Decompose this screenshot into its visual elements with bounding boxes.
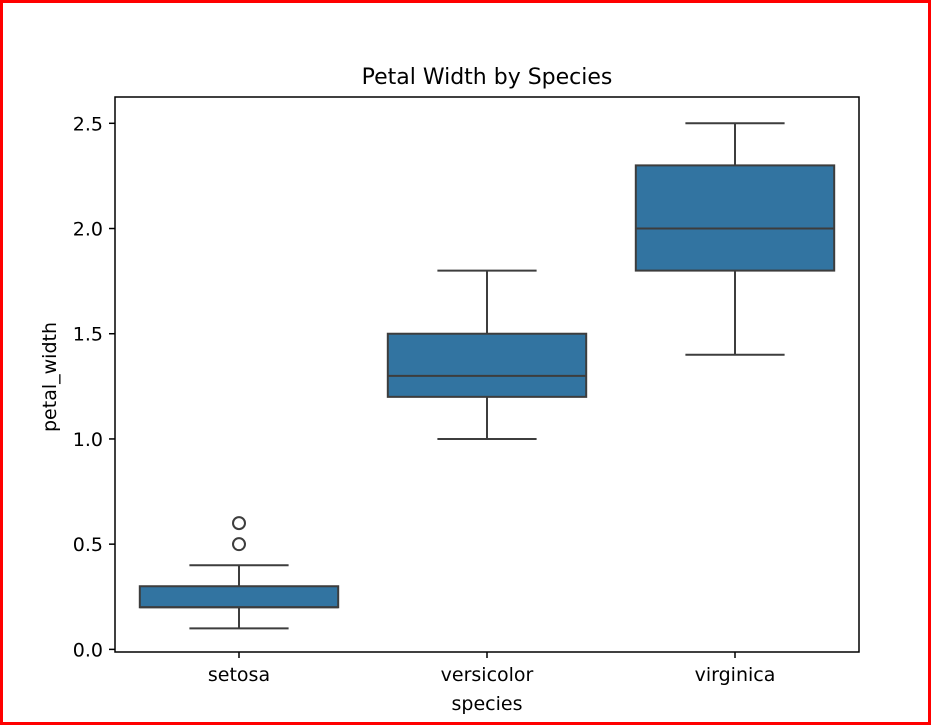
y-tick-label: 1.5 [73, 324, 103, 346]
y-tick-label: 0.5 [73, 534, 103, 556]
box-virginica [634, 122, 836, 356]
x-axis-label: species [452, 693, 523, 715]
y-tick-label: 0.0 [73, 639, 103, 661]
box-setosa [138, 516, 340, 630]
y-tick-label: 2.5 [73, 113, 103, 135]
x-tick-label-setosa: setosa [208, 664, 270, 686]
y-axis-label: petal_width [39, 322, 61, 432]
outlier-point [232, 537, 246, 552]
box-versicolor [386, 269, 588, 440]
box-iqr [138, 585, 340, 609]
x-tick-label-versicolor: versicolor [441, 664, 534, 686]
plot-area: 0.0 0.5 1.0 1.5 2.0 2.5 setosa versicolor virgin… [73, 96, 860, 686]
chart-title: Petal Width by Species [362, 65, 613, 90]
y-tick-label: 2.0 [73, 219, 103, 241]
y-tick-label: 1.0 [73, 429, 103, 451]
box-iqr [386, 332, 588, 398]
box-iqr [634, 164, 836, 272]
x-tick-label-virginica: virginica [695, 664, 776, 686]
outlier-point [232, 516, 246, 531]
